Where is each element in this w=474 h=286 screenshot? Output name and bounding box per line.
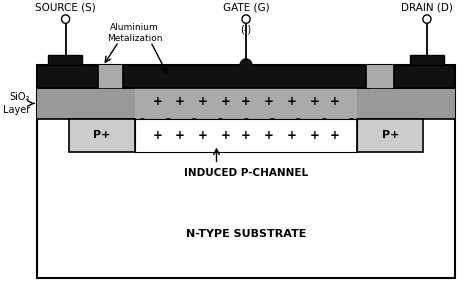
Bar [69, 119, 135, 152]
Bar [98, 65, 123, 88]
Text: +: + [241, 95, 251, 108]
Text: +: + [287, 129, 296, 142]
Text: +: + [309, 129, 319, 142]
Text: +: + [264, 95, 273, 108]
Bar [37, 65, 98, 88]
Bar [357, 119, 423, 152]
Bar [48, 55, 82, 65]
Text: INDUCED P-CHANNEL: INDUCED P-CHANNEL [184, 168, 308, 178]
Text: DRAIN (D): DRAIN (D) [401, 3, 453, 13]
Text: +: + [241, 129, 251, 142]
Text: –: – [191, 113, 196, 123]
Bar [37, 65, 455, 278]
Text: +: + [175, 95, 185, 108]
Text: +: + [330, 95, 339, 108]
Text: –: – [139, 113, 144, 123]
Bar [37, 88, 455, 119]
Text: –: – [348, 113, 353, 123]
Circle shape [62, 15, 70, 23]
Text: +: + [264, 129, 273, 142]
Text: +: + [153, 95, 162, 108]
Text: –: – [296, 113, 301, 123]
Text: +: + [175, 129, 185, 142]
Text: +: + [153, 129, 162, 142]
Bar [394, 65, 455, 88]
Text: (-): (-) [240, 24, 252, 34]
Text: GATE (G): GATE (G) [223, 3, 269, 13]
Text: –: – [244, 113, 248, 123]
Bar [135, 119, 357, 152]
Text: P+: P+ [93, 130, 110, 140]
Bar [366, 65, 394, 88]
Bar [123, 65, 369, 88]
Text: +: + [309, 95, 319, 108]
Text: P+: P+ [382, 130, 399, 140]
Text: +: + [287, 95, 296, 108]
Text: +: + [330, 129, 339, 142]
Circle shape [240, 59, 252, 71]
Text: +: + [198, 129, 208, 142]
Text: +: + [198, 95, 208, 108]
Text: –: – [322, 113, 327, 123]
Text: –: – [218, 113, 222, 123]
Bar [410, 55, 444, 65]
Text: SiO₂
Layer: SiO₂ Layer [3, 92, 30, 115]
Bar [135, 88, 357, 119]
Text: +: + [220, 95, 230, 108]
Text: –: – [270, 113, 274, 123]
Circle shape [423, 15, 431, 23]
Circle shape [242, 15, 250, 23]
Text: Aluminium
Metalization: Aluminium Metalization [107, 23, 163, 43]
Text: +: + [220, 129, 230, 142]
Text: –: – [165, 113, 170, 123]
Text: N-TYPE SUBSTRATE: N-TYPE SUBSTRATE [186, 229, 306, 239]
Text: SOURCE (S): SOURCE (S) [35, 3, 96, 13]
